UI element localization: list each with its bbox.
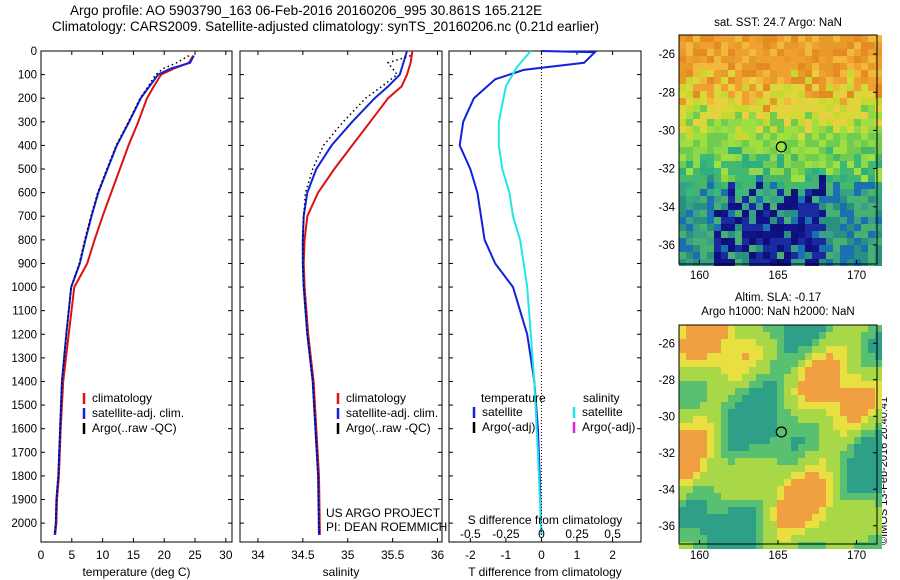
salinity-difference-tick-label: -0.25 (492, 527, 520, 541)
sla_map-xtick-label: 165 (768, 550, 787, 562)
salinity-xtick-label: 35 (341, 548, 355, 562)
depth-tick-label: 1300 (11, 353, 37, 365)
depth-tick-label: 1200 (11, 329, 37, 341)
salinity-difference-tick-label: -0.5 (460, 527, 481, 541)
temperature-series-argo-raw-qc- (53, 55, 190, 535)
salinity-difference-tick-label: 0 (538, 527, 545, 541)
depth-tick-label: 600 (18, 188, 37, 200)
depth-tick-label: 1800 (11, 471, 37, 483)
sst_map-ytick-label: -30 (658, 125, 675, 137)
difference-legend-entry: Argo(-adj) (482, 420, 535, 434)
us-argo-project-label: US ARGO PROJECT (326, 506, 441, 520)
depth-tick-label: 100 (18, 70, 37, 82)
salinity-axes-frame (239, 50, 443, 543)
depth-tick-label: 1700 (11, 447, 37, 459)
difference-xtick-label: -2 (465, 548, 476, 562)
sla_map-argo-position-marker (775, 426, 787, 438)
argo-height-title: Argo h1000: NaN h2000: NaN (701, 306, 854, 318)
sla_map-ytick-label: -36 (658, 521, 675, 533)
depth-tick-label: 200 (18, 93, 37, 105)
difference-xtick-label: -1 (501, 548, 512, 562)
plot-title-line-2: Climatology: CARS2009. Satellite-adjuste… (52, 19, 600, 34)
temperature-legend-entry: climatology (92, 391, 152, 405)
salinity-difference-tick-label: 0.25 (565, 527, 589, 541)
temperature-xtick-label: 30 (219, 548, 233, 562)
temperature-xlabel: temperature (deg C) (82, 565, 190, 579)
sst_map-ytick-label: -26 (658, 49, 675, 61)
sst_map-xtick-label: 170 (847, 270, 866, 282)
temperature-xtick-label: 0 (38, 548, 45, 562)
sst_map-ytick-label: -36 (658, 240, 675, 252)
temperature-xtick-label: 20 (158, 548, 172, 562)
sla_map-ytick-label: -32 (658, 448, 675, 460)
difference-xlabel: T difference from climatology (468, 565, 622, 579)
depth-tick-label: 1000 (11, 282, 37, 294)
depth-tick-label: 900 (18, 258, 37, 270)
salinity-legend-entry: Argo(..raw -QC) (346, 421, 431, 435)
depth-tick-label: 1100 (12, 306, 37, 318)
temperature-legend-entry: Argo(..raw -QC) (92, 421, 177, 435)
depth-tick-label: 300 (18, 117, 37, 129)
sst_map-ytick-label: -34 (658, 202, 675, 214)
sla_map-ytick-label: -28 (658, 375, 675, 387)
sla-map-title: Altim. SLA: -0.17 (735, 292, 821, 304)
depth-tick-label: 1600 (11, 424, 37, 436)
salinity-legend-entry: satellite-adj. clim. (346, 406, 438, 420)
difference-legend-entry: Argo(-adj) (582, 420, 635, 434)
depth-tick-label: 2000 (11, 518, 37, 530)
pi-dean-roemmich-label: PI: DEAN ROEMMICH (326, 520, 447, 534)
salinity-series-argo-raw-qc- (302, 54, 411, 535)
depth-tick-label: 500 (18, 164, 37, 176)
sst_map-heatmap (679, 35, 882, 266)
sla_map-xtick-label: 170 (847, 550, 866, 562)
sla_map-ytick-label: -30 (658, 411, 675, 423)
salinity-xtick-label: 36 (431, 548, 445, 562)
depth-tick-label: 1400 (11, 376, 37, 388)
sst_map-ytick-label: -32 (658, 164, 675, 176)
depth-tick-label: 700 (18, 211, 37, 223)
sst_map-xtick-label: 160 (690, 270, 709, 282)
salinity-series-satellite-adj-clim- (301, 50, 408, 535)
sla_map-heatmap (679, 325, 882, 549)
depth-tick-label: 1500 (11, 400, 37, 412)
difference-axes-frame (448, 50, 642, 543)
sst_map-ytick-label: -28 (658, 87, 675, 99)
salinity-difference-tick-label: 0.5 (604, 527, 621, 541)
difference-xtick-label: 0 (538, 548, 545, 562)
salinity-legend-entry: climatology (346, 391, 406, 405)
depth-tick-label: 0 (31, 46, 37, 58)
salinity-xtick-label: 35.5 (381, 548, 405, 562)
temperature-xtick-label: 25 (188, 548, 202, 562)
temperature-xtick-label: 5 (68, 548, 75, 562)
depth-tick-label: 400 (18, 140, 37, 152)
sla_map-ytick-label: -34 (658, 484, 675, 496)
temperature-xtick-label: 15 (127, 548, 141, 562)
salinity-xtick-label: 34.5 (291, 548, 315, 562)
difference-legend-salinity-title: salinity (583, 391, 620, 405)
salinity-xlabel: salinity (323, 565, 360, 579)
difference-xtick-label: 2 (609, 548, 616, 562)
difference-legend-temperature-title: temperature (481, 391, 546, 405)
difference-xtick-label: 1 (574, 548, 581, 562)
temperature-legend-entry: satellite-adj. clim. (92, 406, 184, 420)
temperature-xtick-label: 10 (96, 548, 110, 562)
depth-tick-label: 800 (18, 235, 37, 247)
sst_map-xtick-label: 165 (768, 270, 787, 282)
salinity-difference-axis-label: S difference from climatology (468, 513, 623, 527)
difference-legend-entry: satellite (582, 405, 623, 419)
sst-map-title: sat. SST: 24.7 Argo: NaN (714, 17, 842, 29)
sla_map-ytick-label: -26 (658, 338, 675, 350)
depth-tick-label: 1900 (11, 495, 37, 507)
plot-title-line-1: Argo profile: AO 5903790_163 06-Feb-2016… (70, 3, 543, 18)
difference-legend-entry: satellite (482, 405, 523, 419)
salinity-xtick-label: 34 (251, 548, 265, 562)
difference-series-salinity-satellite (497, 50, 543, 535)
sla_map-xtick-label: 160 (690, 550, 709, 562)
sst_map-argo-position-marker (775, 141, 787, 153)
